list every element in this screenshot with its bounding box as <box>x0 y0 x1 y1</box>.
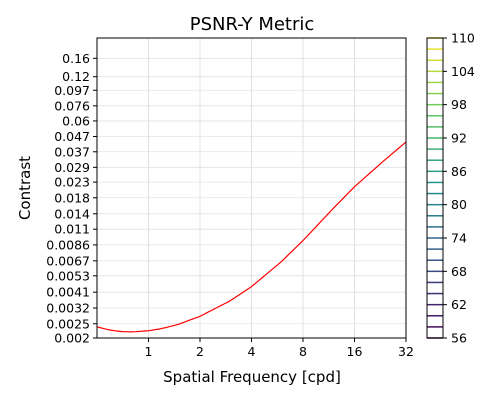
y-tick-label: 0.037 <box>54 144 90 159</box>
colorbar: 56 62 68 74 80 86 92 98 104 110 <box>426 31 475 346</box>
y-tick-label: 0.12 <box>62 69 90 84</box>
y-tick-label: 0.0025 <box>46 316 90 331</box>
colorbar-tick-label: 98 <box>451 97 467 112</box>
x-tick-label: 32 <box>398 344 414 359</box>
y-axis-label: Contrast <box>16 156 34 220</box>
y-tick-label: 0.0067 <box>46 253 90 268</box>
colorbar-frame <box>426 37 444 339</box>
y-tick-label: 0.014 <box>54 206 90 221</box>
y-tick-label: 0.002 <box>54 331 90 346</box>
y-tick-label: 0.0032 <box>46 301 90 316</box>
colorbar-tick-label: 80 <box>451 197 467 212</box>
x-axis-ticks: 1 2 4 8 16 32 <box>145 338 414 359</box>
y-tick-label: 0.16 <box>62 51 90 66</box>
colorbar-tick-label: 104 <box>451 64 475 79</box>
y-tick-label: 0.029 <box>54 160 90 175</box>
chart-title: PSNR-Y Metric <box>190 14 315 35</box>
colorbar-tick-label: 56 <box>451 331 467 346</box>
y-tick-label: 0.011 <box>54 222 90 237</box>
x-tick-label: 4 <box>248 344 256 359</box>
threshold-curve <box>97 141 406 333</box>
y-tick-label: 0.0041 <box>46 285 90 300</box>
colorbar-tick-label: 86 <box>451 164 467 179</box>
y-tick-label: 0.018 <box>54 190 90 205</box>
x-axis-label: Spatial Frequency [cpd] <box>163 368 341 386</box>
colorbar-tick-label: 74 <box>451 231 467 246</box>
y-tick-label: 0.023 <box>54 175 90 190</box>
colorbar-tick-label: 62 <box>451 297 467 312</box>
y-tick-label: 0.076 <box>54 98 90 113</box>
x-tick-label: 16 <box>347 344 363 359</box>
colorbar-tick-label: 110 <box>451 31 475 46</box>
colorbar-tick-label: 92 <box>451 131 467 146</box>
plot-grid <box>97 38 407 339</box>
y-tick-label: 0.097 <box>54 83 90 98</box>
y-tick-label: 0.047 <box>54 129 90 144</box>
x-tick-label: 2 <box>196 344 204 359</box>
y-tick-label: 0.06 <box>62 113 90 128</box>
threshold-curve-layer <box>97 141 406 333</box>
x-tick-label: 8 <box>299 344 307 359</box>
colorbar-tick-label: 68 <box>451 264 467 279</box>
y-tick-label: 0.0053 <box>46 268 90 283</box>
x-tick-label: 1 <box>145 344 153 359</box>
y-tick-label: 0.0086 <box>46 237 90 252</box>
